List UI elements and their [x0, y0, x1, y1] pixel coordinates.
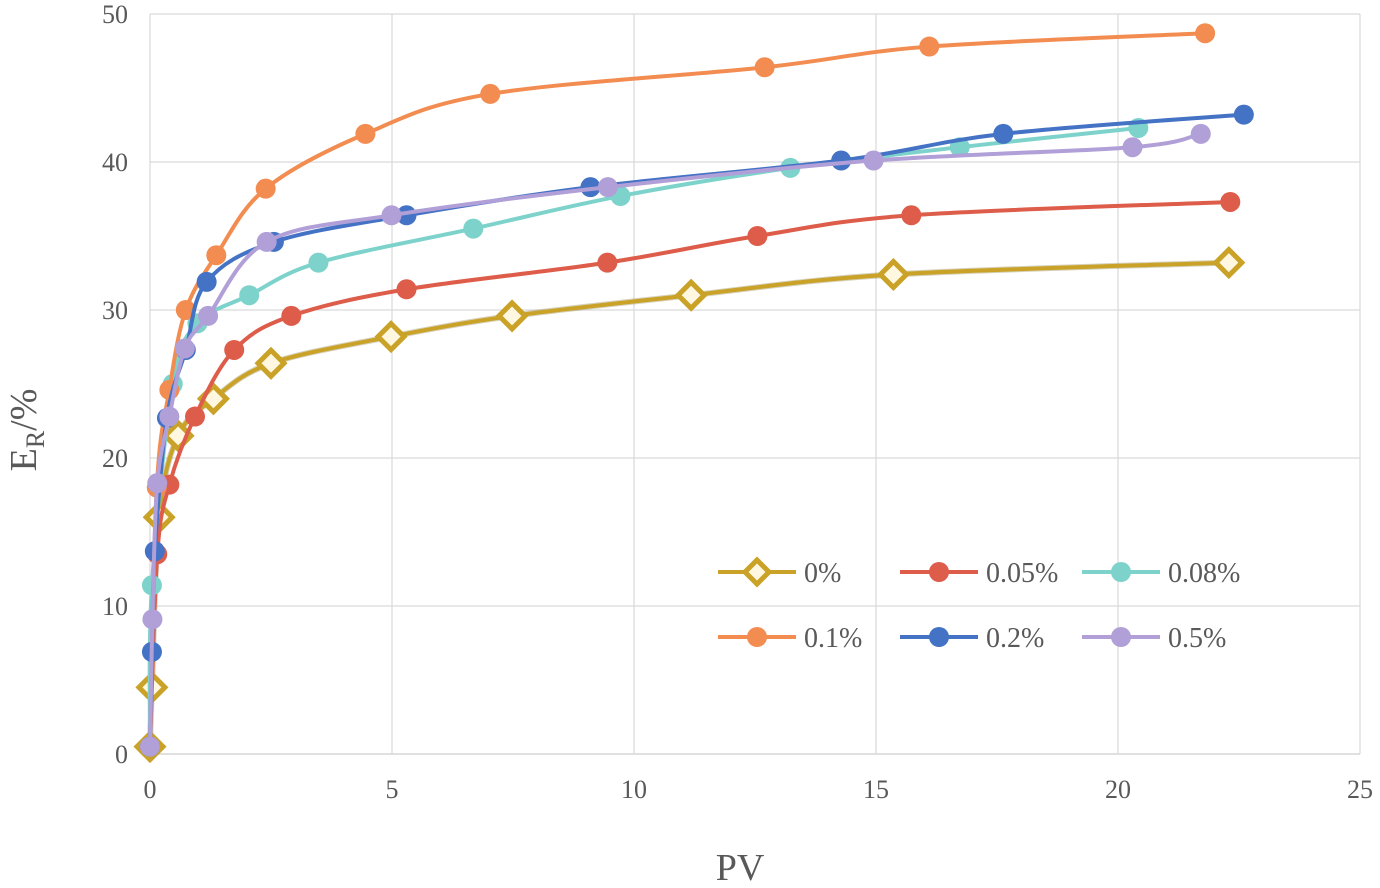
legend-item: 0% [718, 556, 841, 589]
data-point [1233, 104, 1254, 125]
legend-label: 0.2% [986, 623, 1044, 654]
data-point [480, 83, 501, 104]
x-tick-label: 20 [1105, 775, 1131, 804]
y-tick-label: 0 [115, 740, 128, 769]
data-point [175, 300, 196, 320]
data-point [239, 285, 260, 306]
data-point [876, 257, 910, 292]
series-3 [140, 117, 1149, 757]
series-line [148, 31, 1206, 747]
data-point [196, 271, 217, 292]
data-point [185, 406, 206, 427]
legend-item: 0.5% [1082, 623, 1226, 654]
legend-item: 0.2% [900, 623, 1044, 654]
data-point [374, 320, 408, 354]
x-tick-label: 5 [386, 775, 399, 804]
legend-swatch-marker [1111, 562, 1131, 582]
data-point [597, 252, 618, 273]
data-point [256, 231, 277, 252]
series-line [148, 131, 1202, 747]
y-tick-label: 20 [102, 444, 128, 473]
legend-label: 0.5% [1168, 623, 1226, 654]
data-point [224, 339, 245, 360]
legend-swatch-marker [929, 562, 949, 582]
data-point [254, 346, 288, 380]
data-point [495, 299, 529, 333]
data-point [396, 279, 417, 300]
legend-swatch-marker [1111, 627, 1131, 647]
legend: 0% 0.05% 0.08% 0.1% 0.2% 0.5% [718, 556, 1240, 654]
data-point [198, 305, 219, 326]
data-point [674, 278, 708, 312]
y-tick-label: 10 [102, 592, 128, 621]
series-line [148, 260, 1229, 747]
data-point [754, 57, 775, 78]
series-6 [140, 123, 1211, 757]
data-point [747, 226, 768, 246]
y-tick-label: 50 [102, 0, 128, 29]
series-2 [140, 191, 1241, 757]
legend-swatch-marker [747, 627, 767, 647]
data-point [255, 178, 276, 199]
x-tick-label: 15 [863, 775, 889, 804]
series-layer [133, 23, 1254, 764]
y-axis-title-main: E [3, 448, 45, 471]
data-point [147, 473, 168, 494]
legend-label: 0% [804, 558, 841, 589]
legend-label: 0.05% [986, 558, 1058, 589]
data-point [355, 123, 376, 144]
data-point [308, 252, 329, 273]
data-point [174, 338, 195, 359]
legend-swatch-marker [741, 556, 773, 588]
y-tick-label: 40 [102, 148, 128, 177]
x-tick-label: 25 [1347, 775, 1373, 804]
tick-labels: 0 5 10 15 20 25 0 10 20 30 40 50 [102, 0, 1373, 804]
series-4 [140, 23, 1216, 757]
series-shadow [147, 259, 1229, 747]
y-axis-title-unit: /% [3, 389, 45, 431]
data-point [1122, 137, 1143, 158]
data-point [597, 177, 618, 198]
data-point [831, 150, 852, 171]
series-line [148, 112, 1244, 747]
x-axis-title: PV [716, 847, 765, 888]
data-point [281, 305, 302, 326]
data-point [206, 245, 227, 266]
data-point [919, 36, 940, 57]
series-line [148, 199, 1231, 747]
y-axis-title: ER/% [3, 389, 50, 472]
data-point [863, 150, 884, 171]
data-point [1190, 123, 1211, 144]
data-point [463, 218, 484, 239]
y-tick-label: 30 [102, 296, 128, 325]
data-point [1195, 23, 1216, 44]
data-point [159, 406, 180, 427]
series-1 [133, 246, 1246, 764]
y-axis-title-subscript: R [21, 430, 50, 448]
data-point [1220, 191, 1241, 212]
x-tick-label: 10 [621, 775, 647, 804]
legend-item: 0.1% [718, 623, 862, 654]
svg-text:ER/%: ER/% [3, 389, 50, 472]
legend-swatch-marker [929, 627, 949, 647]
legend-label: 0.08% [1168, 558, 1240, 589]
data-point [1212, 246, 1246, 280]
x-tick-label: 0 [144, 775, 157, 804]
data-point [901, 205, 922, 226]
series-5 [140, 104, 1254, 757]
legend-item: 0.05% [900, 558, 1058, 589]
legend-item: 0.08% [1082, 558, 1240, 589]
legend-label: 0.1% [804, 623, 862, 654]
data-point [142, 609, 163, 630]
data-point [993, 123, 1014, 144]
data-point [140, 736, 160, 757]
data-point [381, 205, 402, 226]
